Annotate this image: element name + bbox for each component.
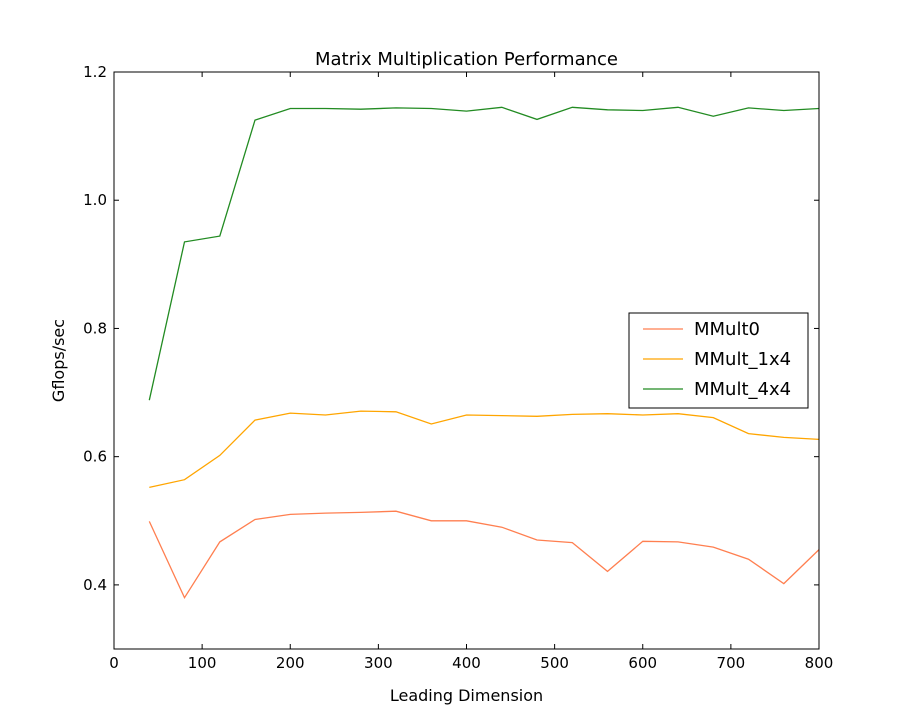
legend-label: MMult0: [694, 319, 760, 340]
legend-label: MMult_4x4: [694, 379, 791, 400]
x-tick-labels: 0 100 200 300 400 500 600 700 800: [109, 654, 833, 672]
plot-area-frame: [113, 71, 820, 650]
y-tick-label: 0.8: [83, 319, 107, 337]
x-tick-label: 800: [805, 654, 834, 672]
x-tick-label: 500: [540, 654, 569, 672]
x-tick-label: 600: [628, 654, 657, 672]
y-tick-label: 1.0: [83, 191, 107, 209]
series-line-mmult-4x4: [148, 106, 820, 401]
series-lines: [148, 106, 820, 600]
x-axis-label: Leading Dimension: [390, 686, 543, 705]
x-tick-label: 300: [364, 654, 393, 672]
chart-title: Matrix Multiplication Performance: [315, 49, 618, 70]
x-tick-label: 0: [109, 654, 119, 672]
x-tick-label: 200: [276, 654, 305, 672]
y-tick-label: 1.2: [83, 63, 107, 81]
y-tick-label: 0.4: [83, 576, 107, 594]
series-line-mmult-1x4: [149, 410, 820, 489]
series-line-mmult0: [148, 510, 820, 600]
legend-label: MMult_1x4: [694, 349, 791, 370]
x-tick-label: 400: [452, 654, 481, 672]
legend: MMult0 MMult_1x4 MMult_4x4: [628, 312, 809, 409]
x-tick-label: 100: [188, 654, 217, 672]
y-tick-label: 0.6: [83, 448, 107, 466]
legend-entries: MMult0 MMult_1x4 MMult_4x4: [643, 319, 791, 400]
y-tick-labels: 0.4 0.6 0.8 1.0 1.2: [83, 63, 107, 594]
y-axis-label: Gflops/sec: [49, 319, 68, 402]
x-tick-label: 700: [717, 654, 746, 672]
